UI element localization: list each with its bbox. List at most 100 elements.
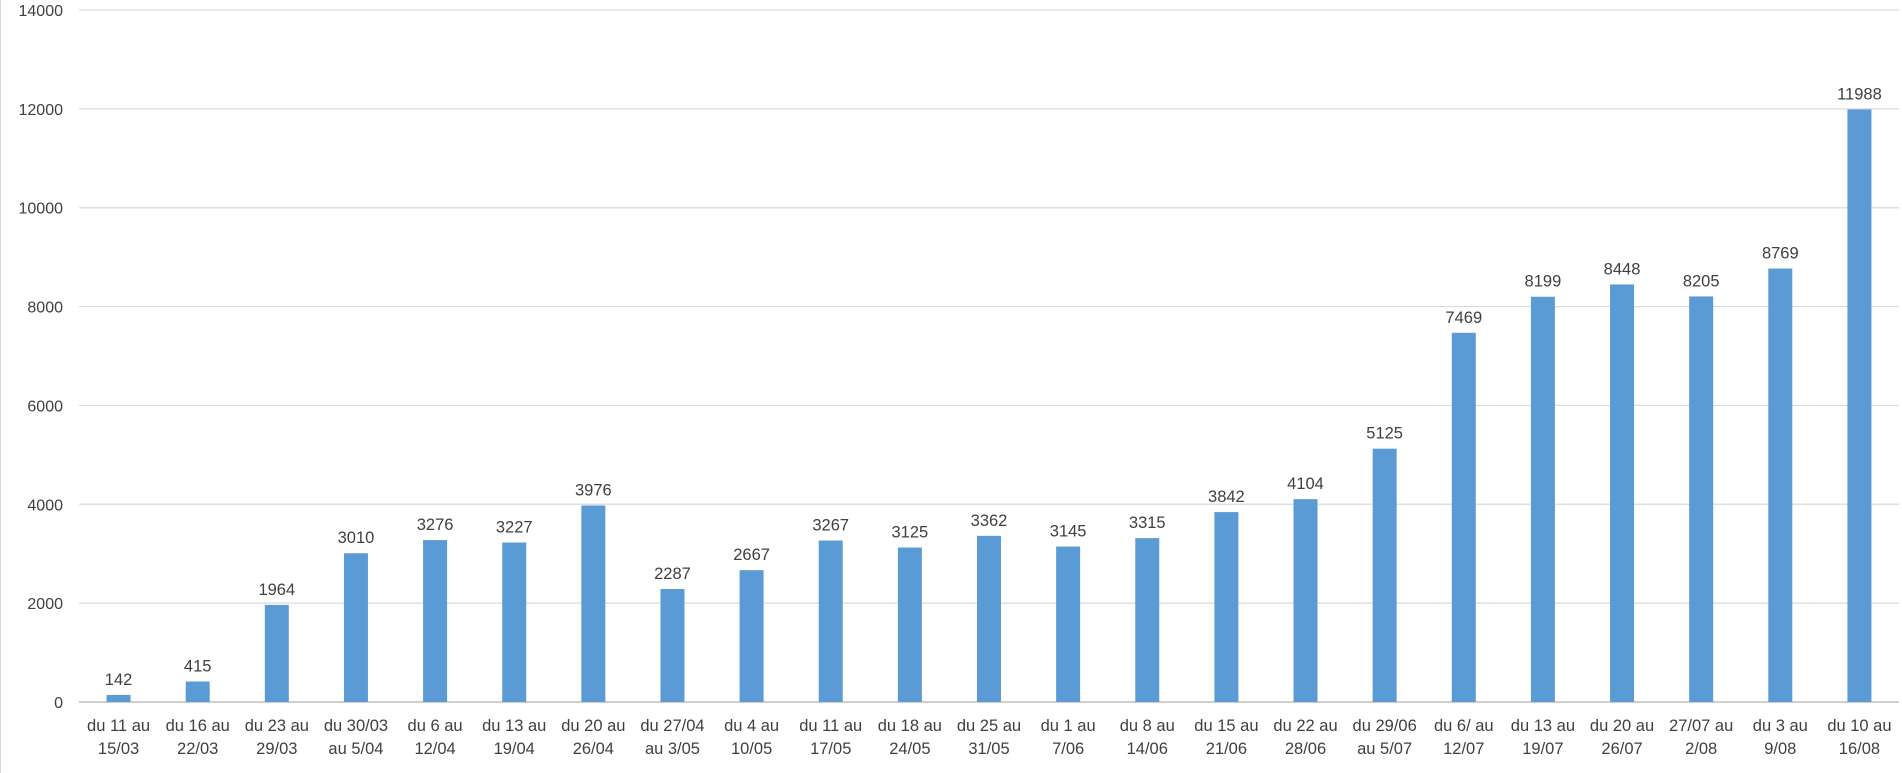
x-tick-label: du 15 au xyxy=(1194,717,1258,735)
data-label: 1964 xyxy=(258,581,295,599)
x-tick-label: 19/04 xyxy=(494,740,535,758)
bar xyxy=(185,681,210,702)
y-tick-label: 10000 xyxy=(19,201,64,218)
x-tick-label: 31/05 xyxy=(968,740,1009,758)
x-tick-label: du 11 au xyxy=(799,717,862,735)
bar xyxy=(977,535,1001,702)
x-tick-label: 14/06 xyxy=(1127,740,1168,758)
x-tick-label: 21/06 xyxy=(1206,740,1247,758)
x-tick-label: du 10 au xyxy=(1827,717,1891,735)
bar xyxy=(1847,109,1872,702)
bar xyxy=(343,553,368,702)
y-tick-label: 4000 xyxy=(27,497,63,514)
data-label: 8205 xyxy=(1683,272,1720,290)
data-label: 3362 xyxy=(971,512,1008,530)
bar xyxy=(106,694,131,702)
bar xyxy=(1056,546,1081,702)
bar xyxy=(660,588,685,702)
x-tick-label: du 16 au xyxy=(166,717,230,735)
x-tick-label: 27/07 au xyxy=(1669,717,1733,735)
x-tick-label: du 20 au xyxy=(1590,717,1654,735)
data-label: 3145 xyxy=(1050,523,1087,541)
x-tick-label: 17/05 xyxy=(810,740,851,758)
x-tick-label: du 18 au xyxy=(878,717,942,735)
x-tick-label: du 13 au xyxy=(482,717,546,735)
bar xyxy=(1610,284,1635,702)
data-label: 7469 xyxy=(1445,309,1482,327)
x-tick-label: 10/05 xyxy=(731,740,772,758)
x-tick-label: au 5/07 xyxy=(1357,740,1412,758)
x-tick-label: 29/03 xyxy=(256,740,297,758)
y-tick-label: 6000 xyxy=(27,398,63,415)
x-tick-label: du 22 au xyxy=(1273,717,1337,735)
x-tick-label: 12/07 xyxy=(1443,740,1484,758)
x-tick-label: du 27/04 xyxy=(640,717,704,735)
x-tick-label: 7/06 xyxy=(1052,740,1084,758)
x-tick-label: 26/04 xyxy=(573,740,614,758)
data-label: 3010 xyxy=(338,529,375,547)
data-label: 8199 xyxy=(1525,273,1562,291)
x-tick-label: du 11 au xyxy=(87,717,150,735)
x-tick-label: du 4 au xyxy=(724,717,779,735)
data-label: 8769 xyxy=(1762,245,1799,263)
data-label: 5125 xyxy=(1366,425,1403,443)
x-tick-label: du 1 au xyxy=(1041,717,1096,735)
x-tick-label: au 3/05 xyxy=(645,740,700,758)
y-tick-label: 0 xyxy=(54,695,63,712)
bar xyxy=(1135,538,1160,702)
bar xyxy=(1451,332,1476,702)
bar xyxy=(897,547,922,702)
data-label: 142 xyxy=(105,671,133,689)
bar xyxy=(1214,512,1239,702)
x-tick-label: du 13 au xyxy=(1511,717,1575,735)
bar xyxy=(1530,296,1555,702)
bar xyxy=(1768,268,1793,702)
x-tick-label: 28/06 xyxy=(1285,740,1326,758)
bar xyxy=(264,604,289,702)
bar xyxy=(818,540,843,702)
x-tick-label: 16/08 xyxy=(1839,740,1880,758)
x-tick-label: du 29/06 xyxy=(1353,717,1417,735)
x-tick-label: 12/04 xyxy=(414,740,455,758)
y-tick-label: 2000 xyxy=(27,596,63,613)
x-tick-label: du 23 au xyxy=(245,717,309,735)
data-label: 11988 xyxy=(1837,85,1882,103)
bar xyxy=(581,505,606,702)
data-label: 3125 xyxy=(892,524,929,542)
bar xyxy=(423,540,448,702)
data-label: 3842 xyxy=(1208,488,1245,506)
data-label: 3267 xyxy=(812,517,849,535)
data-label: 3976 xyxy=(575,481,612,499)
bar xyxy=(1689,296,1714,702)
x-tick-label: 19/07 xyxy=(1522,740,1563,758)
x-tick-label: 26/07 xyxy=(1601,740,1642,758)
data-label: 2667 xyxy=(733,546,770,564)
data-label: 3227 xyxy=(496,518,533,536)
bar xyxy=(502,542,527,702)
x-tick-label: au 5/04 xyxy=(328,740,383,758)
x-tick-label: 9/08 xyxy=(1764,740,1796,758)
x-tick-label: du 6/ au xyxy=(1434,717,1494,735)
data-label: 2287 xyxy=(654,565,691,583)
data-label: 4104 xyxy=(1287,475,1324,493)
x-tick-label: 22/03 xyxy=(177,740,218,758)
data-label: 415 xyxy=(184,657,212,675)
data-label: 8448 xyxy=(1604,260,1641,278)
x-tick-label: du 25 au xyxy=(957,717,1021,735)
x-tick-label: 24/05 xyxy=(889,740,930,758)
bar xyxy=(739,570,764,702)
x-tick-label: du 8 au xyxy=(1120,717,1175,735)
bar xyxy=(1293,499,1318,702)
y-tick-label: 12000 xyxy=(19,102,64,119)
y-tick-label: 8000 xyxy=(27,300,63,317)
x-tick-label: du 6 au xyxy=(408,717,463,735)
x-tick-label: du 20 au xyxy=(561,717,625,735)
data-label: 3276 xyxy=(417,516,454,534)
y-tick-label: 14000 xyxy=(19,3,64,20)
x-tick-label: 15/03 xyxy=(98,740,139,758)
x-tick-label: 2/08 xyxy=(1685,740,1717,758)
data-label: 3315 xyxy=(1129,514,1166,532)
x-tick-label: du 30/03 xyxy=(324,717,388,735)
